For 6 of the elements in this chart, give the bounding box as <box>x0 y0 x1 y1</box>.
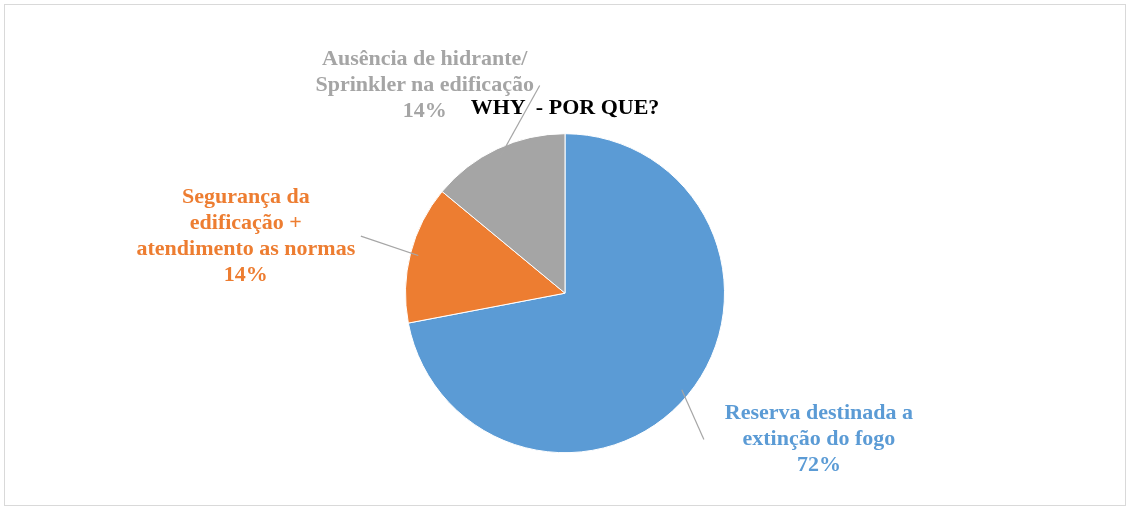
slice-label: Segurança da edificação + atendimento as normas <box>136 182 356 260</box>
data-label: 72% <box>796 451 841 477</box>
slice-label: Ausência de hidrante/ Sprinkler na edificação <box>315 45 534 97</box>
data-label: 14% <box>402 97 447 123</box>
data-label: 14% <box>223 260 268 286</box>
slice-label: Reserva destinada a extinção do fogo <box>724 399 913 451</box>
